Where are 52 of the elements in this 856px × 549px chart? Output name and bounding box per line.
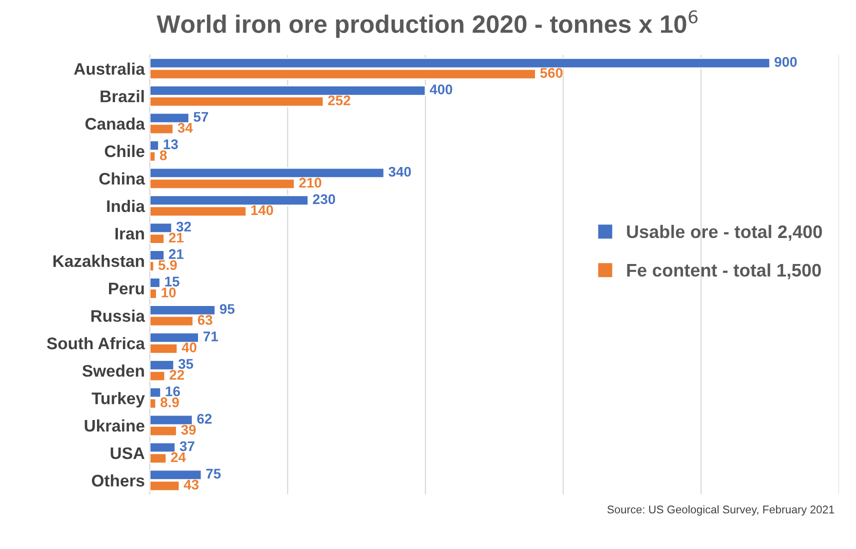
data-label: 34 [178, 122, 193, 133]
y-tick-label: India [107, 200, 146, 212]
data-label: 140 [251, 205, 274, 216]
data-label: 340 [388, 166, 411, 177]
y-tick-label: China [99, 172, 146, 185]
data-label: 900 [774, 57, 797, 67]
data-label: 75 [206, 468, 221, 479]
data-label: 8.9 [160, 397, 179, 408]
data-label: 16 [166, 386, 180, 396]
data-label: 8 [160, 150, 167, 160]
y-tick-label: Sweden [82, 364, 144, 377]
data-label: 400 [430, 84, 452, 94]
data-label: 21 [168, 249, 184, 259]
chart-title: World iron ore production 2020 - tonnes x 10$^{6}$ [156, 10, 698, 38]
y-tick-label: Brazil [100, 90, 144, 102]
data-label: 71 [203, 332, 218, 342]
y-tick-label: Iran [115, 228, 144, 240]
data-label: 252 [328, 95, 350, 106]
data-label: 13 [164, 139, 178, 150]
data-label: 62 [197, 414, 212, 424]
data-label: 32 [176, 222, 191, 232]
data-label: 5.9 [158, 260, 177, 270]
y-tick-label: Others [92, 474, 144, 487]
y-tick-label: Kazakhstan [53, 254, 144, 267]
data-label: 40 [182, 342, 196, 352]
data-label: 37 [180, 441, 194, 452]
y-tick-label: Ukraine [84, 419, 144, 432]
y-tick-label: South Africa [46, 337, 146, 350]
data-label: 95 [220, 304, 234, 314]
data-label: 43 [184, 480, 199, 490]
y-tick-label: Chile [104, 144, 144, 158]
legend-label: Usable ore - total 2,400 [627, 224, 822, 241]
source-note: Source: US Geological Survey, February 2021 [607, 505, 834, 516]
data-label: 15 [165, 276, 180, 286]
y-tick-label: Russia [91, 310, 146, 322]
y-tick-label: Canada [85, 117, 146, 130]
data-label: 22 [170, 370, 184, 380]
data-label: 57 [194, 112, 208, 122]
data-label: 39 [181, 424, 196, 435]
data-label: 560 [540, 68, 562, 78]
data-label: 230 [312, 194, 336, 204]
data-label: 21 [168, 232, 184, 242]
data-label: 24 [170, 452, 186, 462]
data-label: 210 [299, 178, 322, 188]
data-label: 63 [198, 315, 212, 325]
data-label: 10 [162, 288, 176, 298]
data-label: 35 [178, 358, 194, 369]
y-tick-label: Peru [109, 282, 144, 294]
y-tick-label: Turkey [92, 392, 145, 408]
y-tick-label: Australia [74, 62, 146, 75]
y-tick-label: USA [110, 447, 144, 460]
legend-label: Fe content - total 1,500 [627, 263, 821, 280]
